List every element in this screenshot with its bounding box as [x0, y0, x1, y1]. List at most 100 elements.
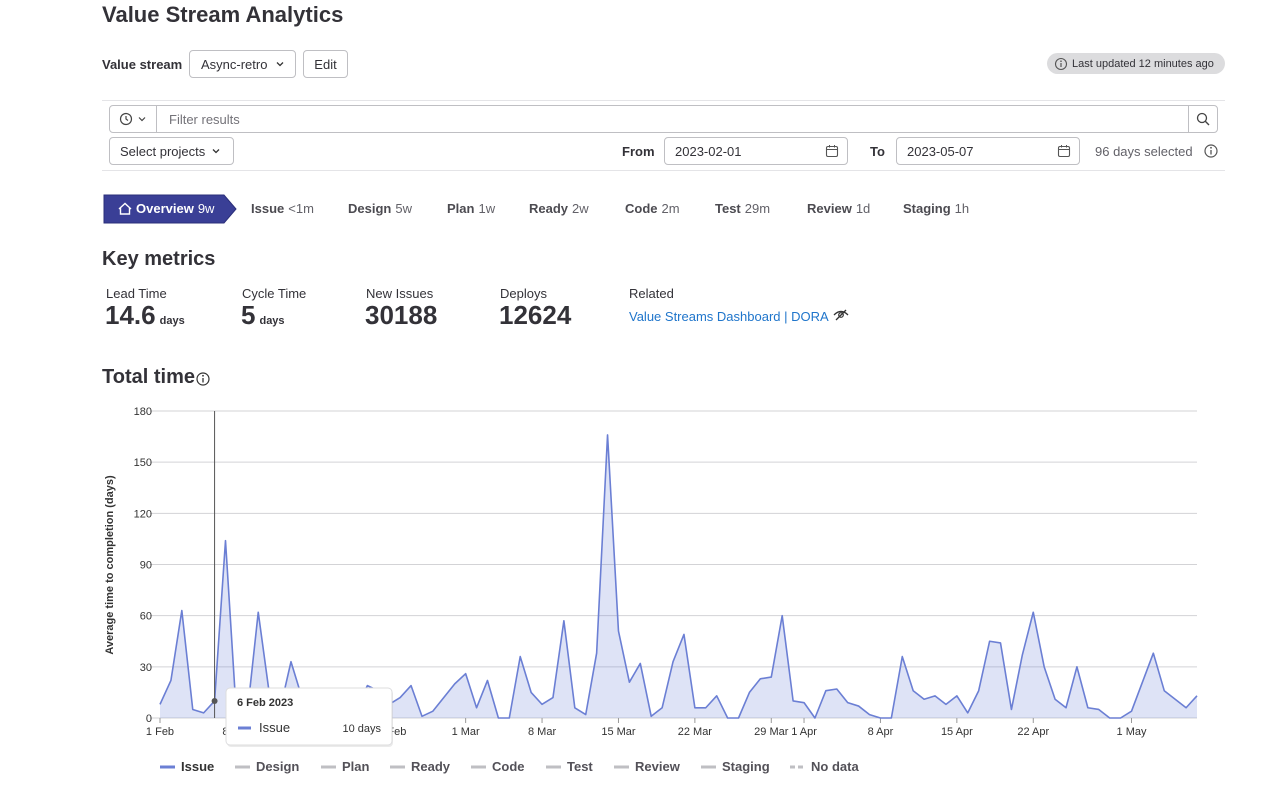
- info-icon: [196, 372, 210, 386]
- tooltip-value: 10 days: [342, 723, 381, 735]
- filter-input[interactable]: Filter results: [169, 111, 240, 127]
- value-stream-dropdown[interactable]: Async-retro: [189, 50, 296, 78]
- stage-value: 2w: [572, 201, 589, 216]
- y-tick-label: 60: [140, 611, 152, 623]
- metric-label: Cycle Time: [242, 286, 307, 301]
- metric-unit: days: [159, 315, 185, 327]
- edit-label: Edit: [314, 56, 337, 72]
- calendar-icon: [1057, 145, 1071, 158]
- overview-tab-shape: [103, 194, 237, 224]
- tooltip-series: Issue: [259, 720, 290, 735]
- to-label: To: [870, 144, 885, 159]
- metric: 14.6 days: [105, 300, 185, 331]
- legend-label: Code: [492, 759, 525, 774]
- metric-label: New Issues: [366, 286, 434, 301]
- metric: 5 days: [241, 300, 285, 331]
- projects-label: Select projects: [120, 143, 206, 159]
- legend: Issue Design Plan Ready Code Test Review Stagin…: [160, 759, 859, 774]
- metric-value: 30188: [365, 300, 438, 330]
- last-updated-text: Last updated 12 minutes ago: [1072, 57, 1214, 70]
- separator: [102, 100, 1225, 101]
- legend-label: Ready: [411, 759, 451, 774]
- metric: 30188: [365, 300, 437, 331]
- y-tick-label: 90: [140, 560, 152, 572]
- last-updated-badge: Last updated 12 minutes ago: [1047, 53, 1225, 74]
- history-button[interactable]: [110, 106, 157, 132]
- from-label: From: [622, 144, 655, 159]
- stage-value: 9w: [197, 201, 215, 216]
- separator: [102, 170, 1225, 171]
- metric-value: 14.6: [105, 300, 156, 330]
- y-tick-label: 180: [134, 406, 152, 418]
- history-icon: [119, 112, 146, 126]
- stage-name: Ready: [529, 201, 569, 216]
- stage-tab[interactable]: Review 1d: [807, 201, 870, 216]
- stage-name: Review: [807, 201, 852, 216]
- y-tick-label: 30: [140, 662, 152, 674]
- info-icon: [1054, 57, 1068, 70]
- stage-value: <1m: [288, 201, 314, 216]
- metric-label: Deploys: [500, 286, 547, 301]
- legend-label: Plan: [342, 759, 370, 774]
- legend-label: Issue: [181, 759, 214, 774]
- legend-label: Test: [567, 759, 593, 774]
- x-tick-label: 29 Mar: [754, 726, 789, 738]
- stage-value: 5w: [395, 201, 412, 216]
- x-tick-label: 22 Apr: [1017, 726, 1049, 738]
- value-stream-name: Async-retro: [201, 56, 268, 72]
- chevron-icon: [277, 62, 284, 67]
- x-tick-label: 8 Apr: [868, 726, 894, 738]
- y-tick-label: 0: [146, 713, 152, 725]
- legend-label: Review: [635, 759, 681, 774]
- from-date-input[interactable]: 2023-02-01: [664, 137, 848, 165]
- stage-name: Test: [715, 201, 741, 216]
- related-label: Related: [629, 286, 674, 301]
- stage-name: Staging: [903, 201, 951, 216]
- x-tick-label: 15 Apr: [941, 726, 973, 738]
- x-tick-label: 1 Mar: [452, 726, 480, 738]
- days-selected: 96 days selected: [1095, 144, 1193, 159]
- metric-unit: days: [259, 315, 285, 327]
- x-tick-label: 1 Feb: [146, 726, 174, 738]
- x-tick-label: 1 May: [1117, 726, 1147, 738]
- stage-tab[interactable]: Overview 9w: [136, 201, 214, 216]
- x-tick-label: 8 Mar: [528, 726, 556, 738]
- metric-value: 12624: [499, 300, 572, 330]
- info-icon: [1204, 144, 1218, 158]
- search-button[interactable]: [1188, 106, 1217, 132]
- chevron-icon: [212, 149, 220, 154]
- stage-name: Overview: [136, 201, 194, 216]
- from-date: 2023-02-01: [675, 143, 742, 159]
- stage-name: Plan: [447, 201, 475, 216]
- stage-name: Code: [625, 201, 658, 216]
- stage-tab[interactable]: Test 29m: [715, 201, 770, 216]
- stage-value: 1d: [855, 201, 871, 216]
- metric-label: Lead Time: [106, 286, 167, 301]
- area: [160, 434, 1197, 718]
- related-link[interactable]: Value Streams Dashboard | DORA: [629, 309, 829, 324]
- stage-tab[interactable]: Design 5w: [348, 201, 412, 216]
- filter-bar: Filter results: [109, 105, 1218, 133]
- hover-point: [211, 697, 218, 704]
- key-metrics-title: Key metrics: [102, 248, 216, 270]
- y-axis-label: Average time to completion (days): [104, 475, 116, 655]
- y-tick-label: 120: [134, 508, 152, 520]
- stage-name: Design: [348, 201, 392, 216]
- stage-tab[interactable]: Ready 2w: [529, 201, 589, 216]
- to-date-input[interactable]: 2023-05-07: [896, 137, 1080, 165]
- x-tick-label: 22 Mar: [678, 726, 713, 738]
- stage-tab[interactable]: Code 2m: [625, 201, 680, 216]
- legend-label: Design: [256, 759, 299, 774]
- to-date: 2023-05-07: [907, 143, 974, 159]
- legend-label: Staging: [722, 759, 770, 774]
- edit-button[interactable]: Edit: [303, 50, 348, 78]
- metric-value: 5: [241, 300, 256, 330]
- projects-dropdown[interactable]: Select projects: [109, 137, 234, 165]
- page-title: Value Stream Analytics: [102, 2, 344, 27]
- stage-tab[interactable]: Issue <1m: [251, 201, 314, 216]
- stage-value: 1w: [478, 201, 496, 216]
- stage-tab[interactable]: Staging 1h: [903, 201, 969, 216]
- stage-tab[interactable]: Plan 1w: [447, 201, 495, 216]
